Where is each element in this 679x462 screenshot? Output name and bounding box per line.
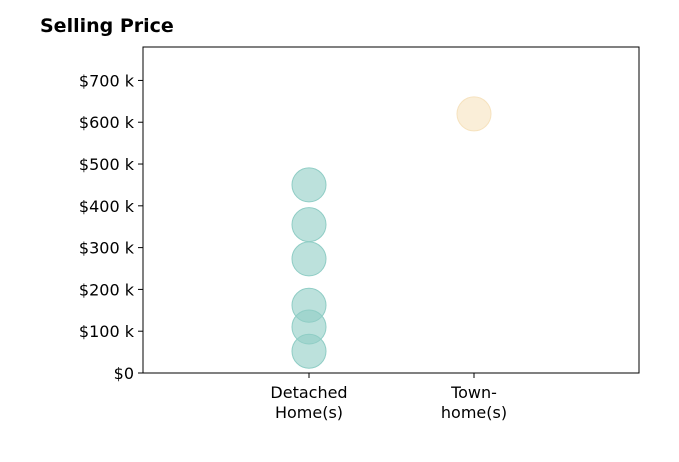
x-tick-label: Town-home(s): [441, 383, 507, 422]
y-tick-label: $600 k: [79, 113, 135, 132]
y-tick-label: $0: [114, 364, 134, 383]
y-tick-label: $700 k: [79, 71, 135, 90]
y-tick-label: $400 k: [79, 197, 135, 216]
y-tick-label: $500 k: [79, 155, 135, 174]
y-tick-label: $300 k: [79, 239, 135, 258]
data-point: [291, 333, 327, 369]
data-point: [456, 96, 492, 132]
x-tick-label: Detached Home(s): [270, 383, 347, 422]
chart-title: Selling Price: [40, 15, 174, 37]
y-tick-label: $200 k: [79, 280, 135, 299]
y-tick-label: $100 k: [79, 322, 135, 341]
data-point: [291, 207, 327, 243]
data-point: [291, 167, 327, 203]
plot-frame: [142, 46, 640, 374]
data-point: [291, 241, 327, 277]
